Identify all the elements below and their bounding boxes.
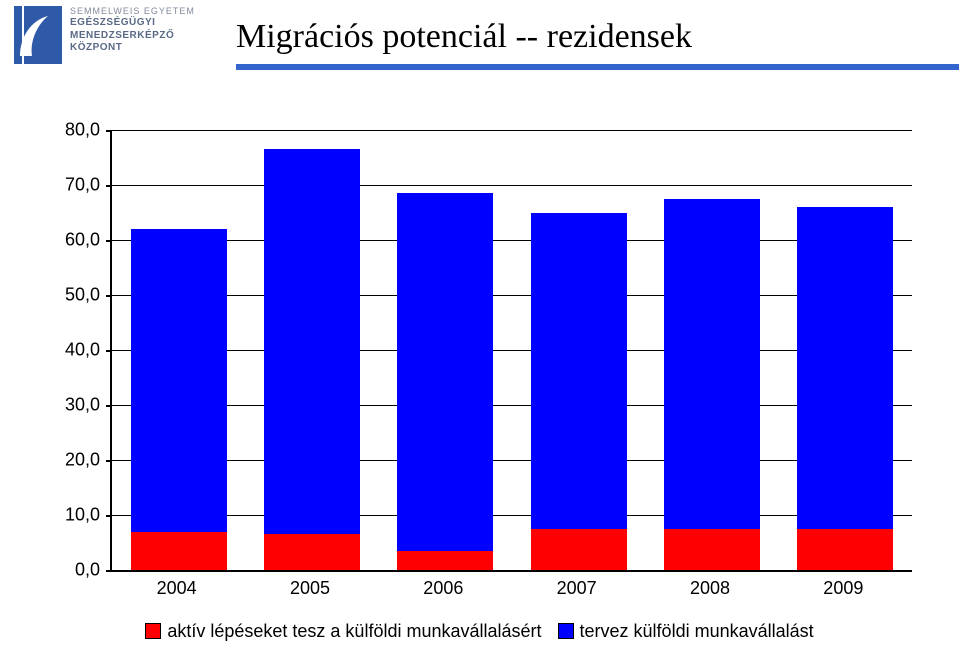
- chart-legend: aktív lépéseket tesz a külföldi munkavál…: [0, 620, 959, 642]
- chart-gridline: [112, 185, 912, 186]
- chart-xlabel: 2007: [557, 578, 597, 599]
- chart-bar: [397, 193, 493, 570]
- chart-bar-segment-aktiv: [664, 529, 760, 570]
- header-rule: [236, 64, 959, 70]
- chart-bar-segment-aktiv: [264, 534, 360, 570]
- chart-xlabel: 2006: [423, 578, 463, 599]
- chart-gridline: [112, 130, 912, 131]
- chart-bar-segment-tervez: [664, 199, 760, 529]
- chart-bar-segment-tervez: [264, 149, 360, 534]
- chart-ytick: [106, 130, 112, 132]
- chart-container: 0,010,020,030,040,050,060,070,080,0 2004…: [40, 130, 920, 600]
- chart-bar-segment-tervez: [131, 229, 227, 532]
- chart-ytick: [106, 515, 112, 517]
- chart-ylabel: 40,0: [40, 340, 100, 361]
- chart-ytick: [106, 405, 112, 407]
- chart-xlabel: 2004: [157, 578, 197, 599]
- legend-label: tervez külföldi munkavállalást: [580, 621, 814, 641]
- chart-ytick: [106, 295, 112, 297]
- chart-ylabel: 20,0: [40, 450, 100, 471]
- chart-bar: [264, 149, 360, 570]
- chart-bar-segment-aktiv: [797, 529, 893, 570]
- chart-ytick: [106, 185, 112, 187]
- chart-ylabel: 0,0: [40, 560, 100, 581]
- legend-item: tervez külföldi munkavállalást: [558, 620, 814, 642]
- chart-ytick: [106, 350, 112, 352]
- chart-bar-segment-aktiv: [531, 529, 627, 570]
- org-university: SEMMELWEIS EGYETEM: [70, 6, 195, 17]
- chart-bar: [664, 199, 760, 570]
- page-title: Migrációs potenciál -- rezidensek: [236, 18, 692, 56]
- org-line3: KÖZPONT: [70, 42, 195, 55]
- chart-gridline: [112, 515, 912, 516]
- chart-bar: [131, 229, 227, 570]
- chart-bar-segment-tervez: [397, 193, 493, 551]
- legend-swatch: [558, 623, 574, 639]
- org-line1: EGÉSZSÉGÜGYI: [70, 17, 195, 30]
- chart-bar: [531, 213, 627, 571]
- chart-ylabel: 50,0: [40, 285, 100, 306]
- chart-bar-segment-tervez: [797, 207, 893, 529]
- chart-ylabel: 70,0: [40, 175, 100, 196]
- chart-plot-area: [110, 130, 912, 572]
- legend-item: aktív lépéseket tesz a külföldi munkavál…: [145, 620, 541, 642]
- chart-ylabel: 60,0: [40, 230, 100, 251]
- chart-ytick: [106, 570, 112, 572]
- chart-ylabel: 10,0: [40, 505, 100, 526]
- chart-xlabel: 2008: [690, 578, 730, 599]
- org-logo: [14, 6, 62, 64]
- legend-swatch: [145, 623, 161, 639]
- chart-ytick: [106, 460, 112, 462]
- chart-gridline: [112, 405, 912, 406]
- chart-gridline: [112, 240, 912, 241]
- org-line2: MENEDZSERKÉPZŐ: [70, 30, 195, 43]
- org-text: SEMMELWEIS EGYETEM EGÉSZSÉGÜGYI MENEDZSE…: [70, 6, 195, 55]
- chart-xlabel: 2005: [290, 578, 330, 599]
- chart-gridline: [112, 295, 912, 296]
- chart-bar-segment-aktiv: [397, 551, 493, 570]
- chart-ylabel: 80,0: [40, 120, 100, 141]
- chart-xlabel: 2009: [823, 578, 863, 599]
- chart-ylabel: 30,0: [40, 395, 100, 416]
- slide-header: SEMMELWEIS EGYETEM EGÉSZSÉGÜGYI MENEDZSE…: [0, 0, 959, 80]
- chart-gridline: [112, 460, 912, 461]
- chart-bar-segment-tervez: [531, 213, 627, 529]
- chart-bar-segment-aktiv: [131, 532, 227, 571]
- chart-bar: [797, 207, 893, 570]
- legend-label: aktív lépéseket tesz a külföldi munkavál…: [167, 621, 541, 641]
- chart-ytick: [106, 240, 112, 242]
- chart-gridline: [112, 350, 912, 351]
